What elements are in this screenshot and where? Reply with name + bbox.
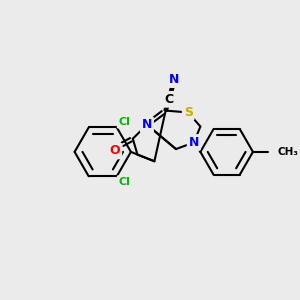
Text: Cl: Cl bbox=[118, 117, 130, 127]
Text: C: C bbox=[164, 93, 173, 106]
Text: S: S bbox=[184, 106, 193, 119]
Text: N: N bbox=[142, 118, 152, 131]
Text: N: N bbox=[169, 73, 179, 86]
Text: O: O bbox=[110, 144, 120, 158]
Text: N: N bbox=[189, 136, 199, 149]
Text: CH₃: CH₃ bbox=[277, 147, 298, 157]
Text: Cl: Cl bbox=[118, 177, 130, 187]
